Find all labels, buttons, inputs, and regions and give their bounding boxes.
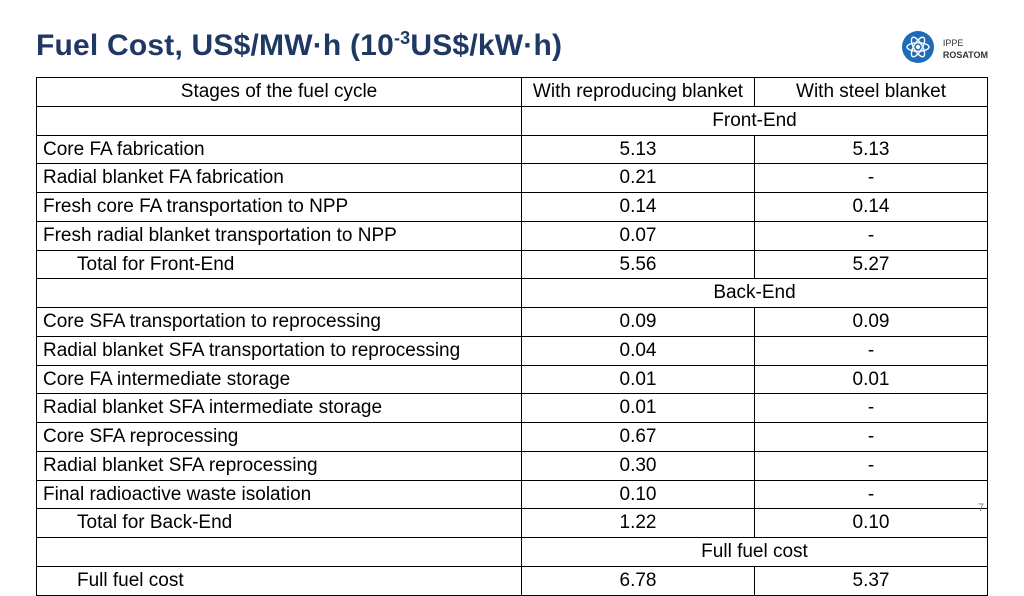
logo-line2: ROSATOM [943,50,988,62]
cell-label: Radial blanket FA fabrication [37,164,522,193]
cell-value: - [755,394,988,423]
logo-block: IPPE ROSATOM [901,30,988,69]
cell-value: - [755,336,988,365]
table-row: Core FA fabrication 5.13 5.13 [37,135,988,164]
cell-value: - [755,423,988,452]
cell-label-total: Total for Back-End [37,509,522,538]
cell-label: Core SFA transportation to reprocessing [37,308,522,337]
cell-value: 0.21 [522,164,755,193]
cell-empty [37,538,522,567]
cell-value: 0.14 [755,193,988,222]
cell-value: 0.04 [522,336,755,365]
title-pre: Fuel Cost, US$/MW·h (10 [36,29,394,62]
cell-value: 0.14 [522,193,755,222]
table-row: Radial blanket SFA intermediate storage … [37,394,988,423]
cell-value: 0.01 [755,365,988,394]
table-row: Stages of the fuel cycle With reproducin… [37,78,988,107]
cell-value: 6.78 [522,566,755,595]
cell-label-total: Total for Front-End [37,250,522,279]
table-row: Fresh core FA transportation to NPP 0.14… [37,193,988,222]
table-row: Final radioactive waste isolation 0.10 - [37,480,988,509]
cell-empty [37,106,522,135]
col-header-stages: Stages of the fuel cycle [37,78,522,107]
cell-value: 1.22 [522,509,755,538]
table-row: Fresh radial blanket transportation to N… [37,221,988,250]
cell-value: - [755,221,988,250]
cell-value: 5.56 [522,250,755,279]
cell-value: 0.10 [522,480,755,509]
cell-value: 0.10 [755,509,988,538]
cell-value: 5.13 [755,135,988,164]
slide: Fuel Cost, US$/MW·h (10-3US$/kW·h) IPPE … [0,0,1024,576]
section-full-cost: Full fuel cost [522,538,988,567]
cell-empty [37,279,522,308]
table-row: Core SFA reprocessing 0.67 - [37,423,988,452]
cell-value: 0.07 [522,221,755,250]
cell-value: 5.27 [755,250,988,279]
page-number: 7 [978,502,984,514]
cell-value: 0.09 [522,308,755,337]
cell-value: 5.13 [522,135,755,164]
cell-label: Fresh radial blanket transportation to N… [37,221,522,250]
cell-value: - [755,480,988,509]
table-row: Core FA intermediate storage 0.01 0.01 [37,365,988,394]
table-row: Radial blanket SFA transportation to rep… [37,336,988,365]
cell-label: Radial blanket SFA reprocessing [37,451,522,480]
table-row: Front-End [37,106,988,135]
cell-label: Final radioactive waste isolation [37,480,522,509]
table-row: Radial blanket FA fabrication 0.21 - [37,164,988,193]
cell-value: 0.09 [755,308,988,337]
col-header-reproducing: With reproducing blanket [522,78,755,107]
cell-label: Radial blanket SFA intermediate storage [37,394,522,423]
cell-value: 0.30 [522,451,755,480]
cell-label: Core SFA reprocessing [37,423,522,452]
cell-value: 0.67 [522,423,755,452]
title-post: US$/kW·h) [410,29,562,62]
section-back-end: Back-End [522,279,988,308]
table-row: Full fuel cost [37,538,988,567]
table-row: Core SFA transportation to reprocessing … [37,308,988,337]
col-header-steel: With steel blanket [755,78,988,107]
title-sup: -3 [394,28,410,48]
table-row: Radial blanket SFA reprocessing 0.30 - [37,451,988,480]
section-front-end: Front-End [522,106,988,135]
header: Fuel Cost, US$/MW·h (10-3US$/kW·h) IPPE … [36,28,988,69]
table-row: Total for Back-End 1.22 0.10 [37,509,988,538]
table-row: Back-End [37,279,988,308]
cell-value: - [755,451,988,480]
cell-label: Fresh core FA transportation to NPP [37,193,522,222]
logo-line1: IPPE [943,38,988,50]
table-row: Full fuel cost 6.78 5.37 [37,566,988,595]
page-title: Fuel Cost, US$/MW·h (10-3US$/kW·h) [36,28,562,63]
rosatom-icon [901,30,935,69]
cell-label: Core FA fabrication [37,135,522,164]
cell-value: 0.01 [522,365,755,394]
cell-value: 5.37 [755,566,988,595]
cell-label: Radial blanket SFA transportation to rep… [37,336,522,365]
cell-label-total: Full fuel cost [37,566,522,595]
cell-value: 0.01 [522,394,755,423]
table-row: Total for Front-End 5.56 5.27 [37,250,988,279]
cell-value: - [755,164,988,193]
logo-text: IPPE ROSATOM [943,38,988,61]
cell-label: Core FA intermediate storage [37,365,522,394]
fuel-cost-table: Stages of the fuel cycle With reproducin… [36,77,988,596]
